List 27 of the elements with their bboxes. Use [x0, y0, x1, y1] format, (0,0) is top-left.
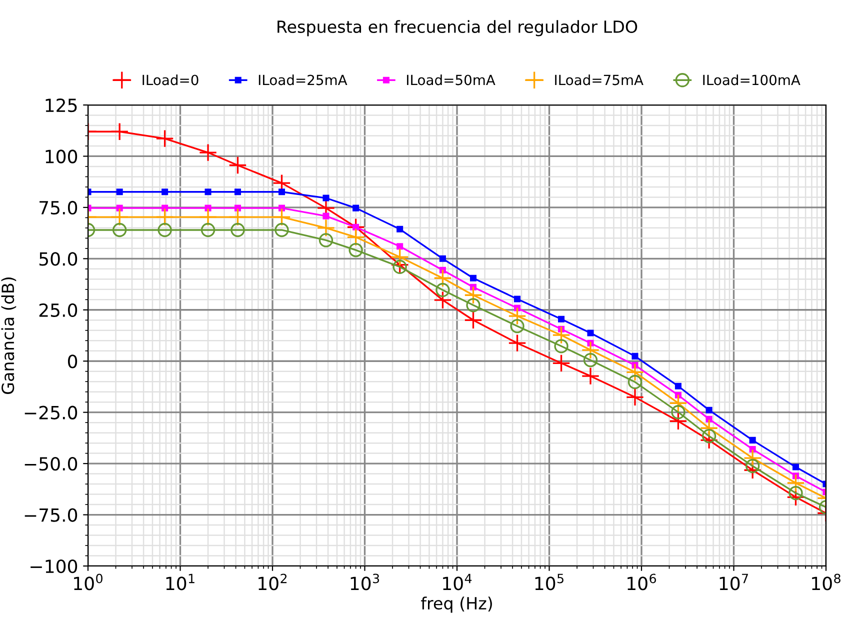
- legend-label: ILoad=50mA: [407, 74, 496, 86]
- x-tick-label: 10$^{6}$: [628, 574, 656, 590]
- x-tick-label: 10$^{5}$: [535, 574, 564, 590]
- legend-label: ILoad=25mA: [258, 74, 348, 86]
- y-tick-label: −75.0: [24, 508, 78, 522]
- x-tick-label: 10$^{4}$: [443, 574, 472, 590]
- legend-label: ILoad=100mA: [703, 74, 800, 86]
- y-tick-label: 75.0: [40, 200, 78, 215]
- y-tick-label: 25.0: [39, 303, 78, 318]
- y-tick-label: 125: [46, 98, 77, 112]
- x-tick-label: 10$^{8}$: [812, 574, 840, 590]
- y-axis-title: Ganancia (dB): [1, 278, 16, 394]
- y-tick-label: 0: [68, 354, 78, 368]
- x-tick-label: 10$^{0}$: [74, 574, 102, 590]
- x-tick-label: 10$^{7}$: [720, 574, 748, 590]
- x-tick-label: 10$^{2}$: [258, 574, 287, 590]
- y-tick-label: 100: [46, 150, 78, 164]
- y-tick-label: −25.0: [24, 406, 78, 420]
- x-tick-label: 10$^{3}$: [350, 574, 380, 590]
- x-tick-label: 10$^{1}$: [166, 574, 194, 590]
- y-tick-label: −100: [30, 559, 78, 574]
- legend-label: ILoad=75mA: [555, 74, 644, 86]
- legend-label: ILoad=0: [142, 74, 198, 86]
- x-axis-title: freq (Hz): [421, 596, 492, 613]
- chart-title: Respuesta en frecuencia del regulador LDO: [278, 20, 638, 36]
- y-tick-label: −50.0: [24, 457, 78, 471]
- y-tick-label: 50.0: [39, 252, 78, 266]
